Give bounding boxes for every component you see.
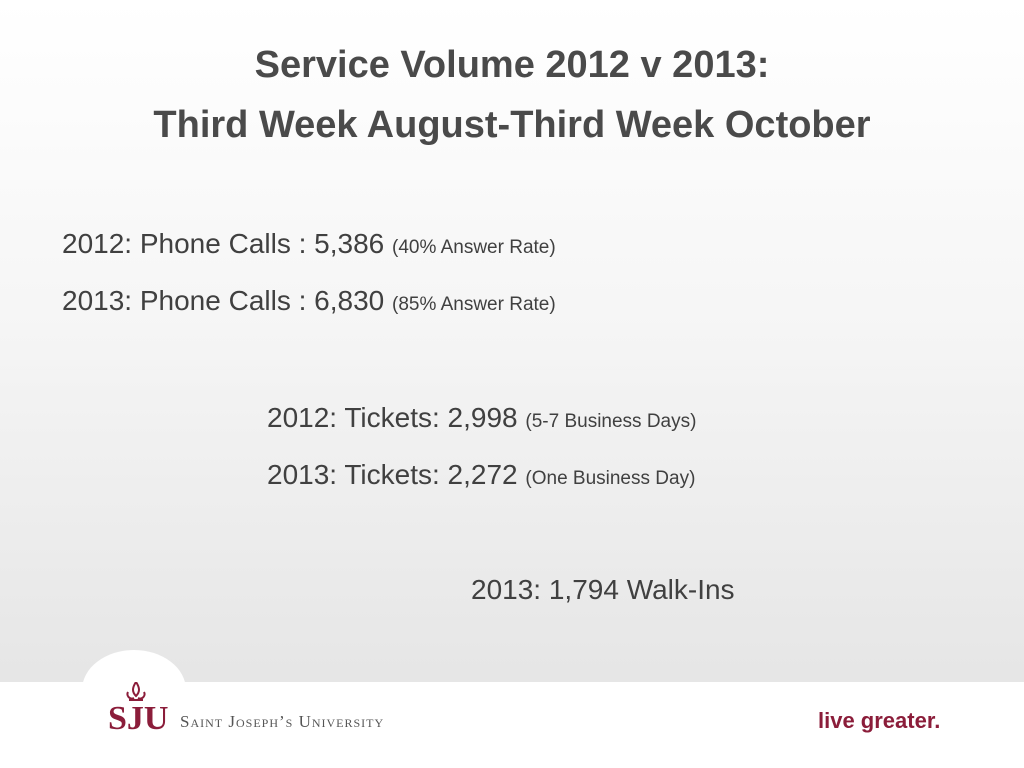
title-line: Third Week August-Third Week October (153, 104, 871, 146)
logo-text: SJU (108, 700, 169, 737)
title-line: Service Volume 2012 v 2013: (254, 44, 770, 86)
stat-line: 2012: Phone Calls : 5,386 (40% Answer Ra… (62, 228, 556, 260)
stat-main: 2013: Phone Calls : 6,830 (62, 285, 385, 316)
stat-main: 2012: Phone Calls : 5,386 (62, 228, 385, 259)
stat-line: 2013: Tickets: 2,272 (One Business Day) (267, 459, 695, 491)
stat-main: 2013: Tickets: 2,272 (267, 459, 518, 490)
stat-main: 2012: Tickets: 2,998 (267, 402, 518, 433)
stat-note: (40% Answer Rate) (392, 237, 556, 258)
stat-note: (One Business Day) (525, 468, 696, 489)
university-name: Saint Joseph’s University (180, 712, 385, 731)
stat-line: 2013: Phone Calls : 6,830 (85% Answer Ra… (62, 285, 556, 317)
stat-note: (85% Answer Rate) (392, 294, 556, 315)
stat-main: 2013: 1,794 Walk-Ins (471, 574, 735, 605)
stat-line: 2013: 1,794 Walk-Ins (471, 574, 735, 606)
fleur-icon (126, 682, 146, 701)
stat-line: 2012: Tickets: 2,998 (5-7 Business Days) (267, 402, 696, 434)
tagline: live greater. (818, 708, 941, 733)
stat-note: (5-7 Business Days) (525, 411, 697, 432)
